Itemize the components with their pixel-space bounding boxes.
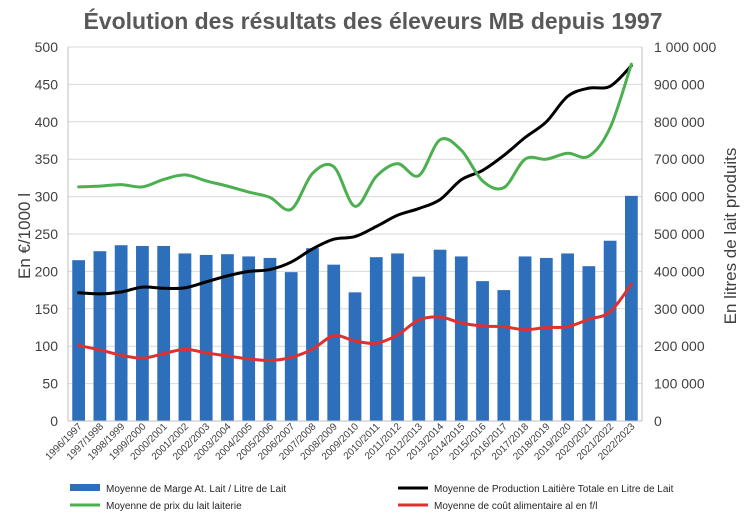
- bar: [539, 257, 553, 421]
- bar: [263, 257, 277, 421]
- right-tick-label: 100 000: [654, 376, 705, 392]
- right-tick-label: 900 000: [654, 76, 705, 92]
- bar: [178, 253, 192, 421]
- bar: [157, 245, 171, 421]
- bar: [348, 292, 362, 421]
- bar-series: [72, 195, 638, 421]
- right-tick-label: 1 000 000: [654, 39, 716, 55]
- left-tick-label: 150: [35, 301, 59, 317]
- left-axis-title: En €/1000 l: [15, 193, 34, 279]
- bar: [72, 260, 86, 421]
- right-tick-label: 0: [654, 413, 662, 429]
- right-tick-label: 600 000: [654, 189, 705, 205]
- right-tick-label: 700 000: [654, 151, 705, 167]
- bar: [497, 290, 511, 421]
- legend-label: Moyenne de Production Laitière Totale en…: [434, 484, 674, 495]
- left-tick-label: 0: [50, 413, 58, 429]
- bar: [433, 249, 447, 421]
- bar: [284, 272, 298, 421]
- right-tick-label: 500 000: [654, 226, 705, 242]
- legend-label: Moyenne de coût alimentaire al en f/l: [434, 501, 597, 512]
- left-tick-label: 200: [35, 263, 59, 279]
- legend-label: Moyenne de Marge At. Lait / Litre de Lai…: [106, 484, 286, 495]
- right-tick-label: 800 000: [654, 114, 705, 130]
- bar: [391, 253, 404, 421]
- bar: [369, 257, 383, 421]
- bar: [582, 266, 596, 421]
- series-line: [77, 282, 633, 362]
- bar: [221, 254, 234, 421]
- right-axis-title: En litres de lait produits: [721, 148, 740, 325]
- bar: [114, 245, 128, 421]
- bar: [476, 281, 489, 421]
- bar: [412, 276, 426, 421]
- bar: [327, 264, 341, 421]
- left-tick-label: 250: [35, 226, 59, 242]
- series-line: [77, 62, 633, 212]
- left-tick-label: 450: [35, 76, 59, 92]
- bar: [561, 253, 574, 421]
- bar: [93, 251, 107, 421]
- legend-swatch: [70, 484, 100, 491]
- left-tick-label: 400: [35, 114, 59, 130]
- right-tick-label: 300 000: [654, 301, 705, 317]
- legend: Moyenne de Marge At. Lait / Litre de Lai…: [70, 484, 674, 512]
- bar: [136, 245, 149, 421]
- right-tick-label: 200 000: [654, 338, 705, 354]
- left-tick-label: 100: [35, 338, 59, 354]
- bar: [242, 256, 256, 421]
- left-tick-label: 350: [35, 151, 59, 167]
- bar: [199, 254, 213, 421]
- bar: [518, 256, 532, 421]
- left-tick-label: 50: [42, 376, 58, 392]
- bar: [306, 248, 319, 421]
- right-tick-label: 400 000: [654, 263, 705, 279]
- series-line: [77, 64, 633, 296]
- left-tick-label: 300: [35, 189, 59, 205]
- chart-title: Évolution des résultats des éleveurs MB …: [83, 7, 662, 34]
- left-tick-label: 500: [35, 39, 59, 55]
- bar: [603, 240, 617, 421]
- bar: [624, 195, 638, 421]
- legend-label: Moyenne de prix du lait laiterie: [106, 501, 242, 512]
- line-series: [77, 62, 633, 362]
- bar: [454, 256, 468, 421]
